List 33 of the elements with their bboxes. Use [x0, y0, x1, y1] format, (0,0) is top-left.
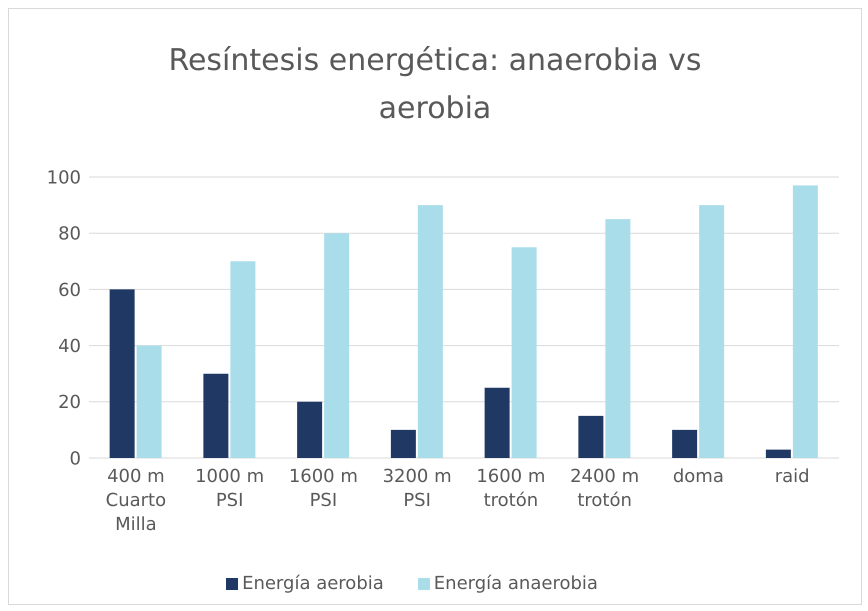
bar	[390, 430, 416, 458]
bar	[110, 289, 135, 458]
y-tick-label: 40	[58, 336, 81, 357]
x-tick-label: raid	[774, 466, 810, 487]
y-tick-label: 60	[58, 280, 81, 301]
x-tick-label: 1600 m trotón	[476, 466, 546, 511]
y-tick-label: 0	[70, 448, 81, 470]
x-tick-label: 2400 m trotón	[570, 466, 640, 511]
chart-title: Resíntesis energética: anaerobia vs aerobia	[167, 42, 703, 128]
bar	[766, 450, 791, 458]
bar	[699, 205, 724, 458]
bar	[512, 247, 537, 458]
y-tick-label: 20	[58, 392, 81, 414]
x-tick-label: 3200 m PSI	[382, 466, 452, 511]
bar	[324, 233, 350, 458]
bar	[203, 374, 228, 458]
bar	[418, 205, 443, 458]
legend-label: Energía aerobia	[242, 573, 384, 594]
bar	[605, 219, 630, 458]
bar	[484, 388, 510, 458]
bar	[578, 416, 604, 458]
x-tick-label: 400 m Cuarto Milla	[106, 466, 166, 535]
bar	[672, 430, 698, 458]
bar	[792, 185, 818, 458]
bar	[136, 346, 162, 458]
bar	[297, 402, 322, 458]
y-tick-label: 80	[58, 224, 81, 245]
x-tick-label: 1600 m PSI	[288, 466, 358, 511]
bar	[230, 261, 256, 458]
x-tick-label: doma	[672, 466, 724, 487]
y-tick-label: 100	[46, 167, 81, 188]
legend-label: Energía anaerobia	[434, 573, 598, 594]
x-tick-label: 1000 m PSI	[195, 466, 264, 511]
